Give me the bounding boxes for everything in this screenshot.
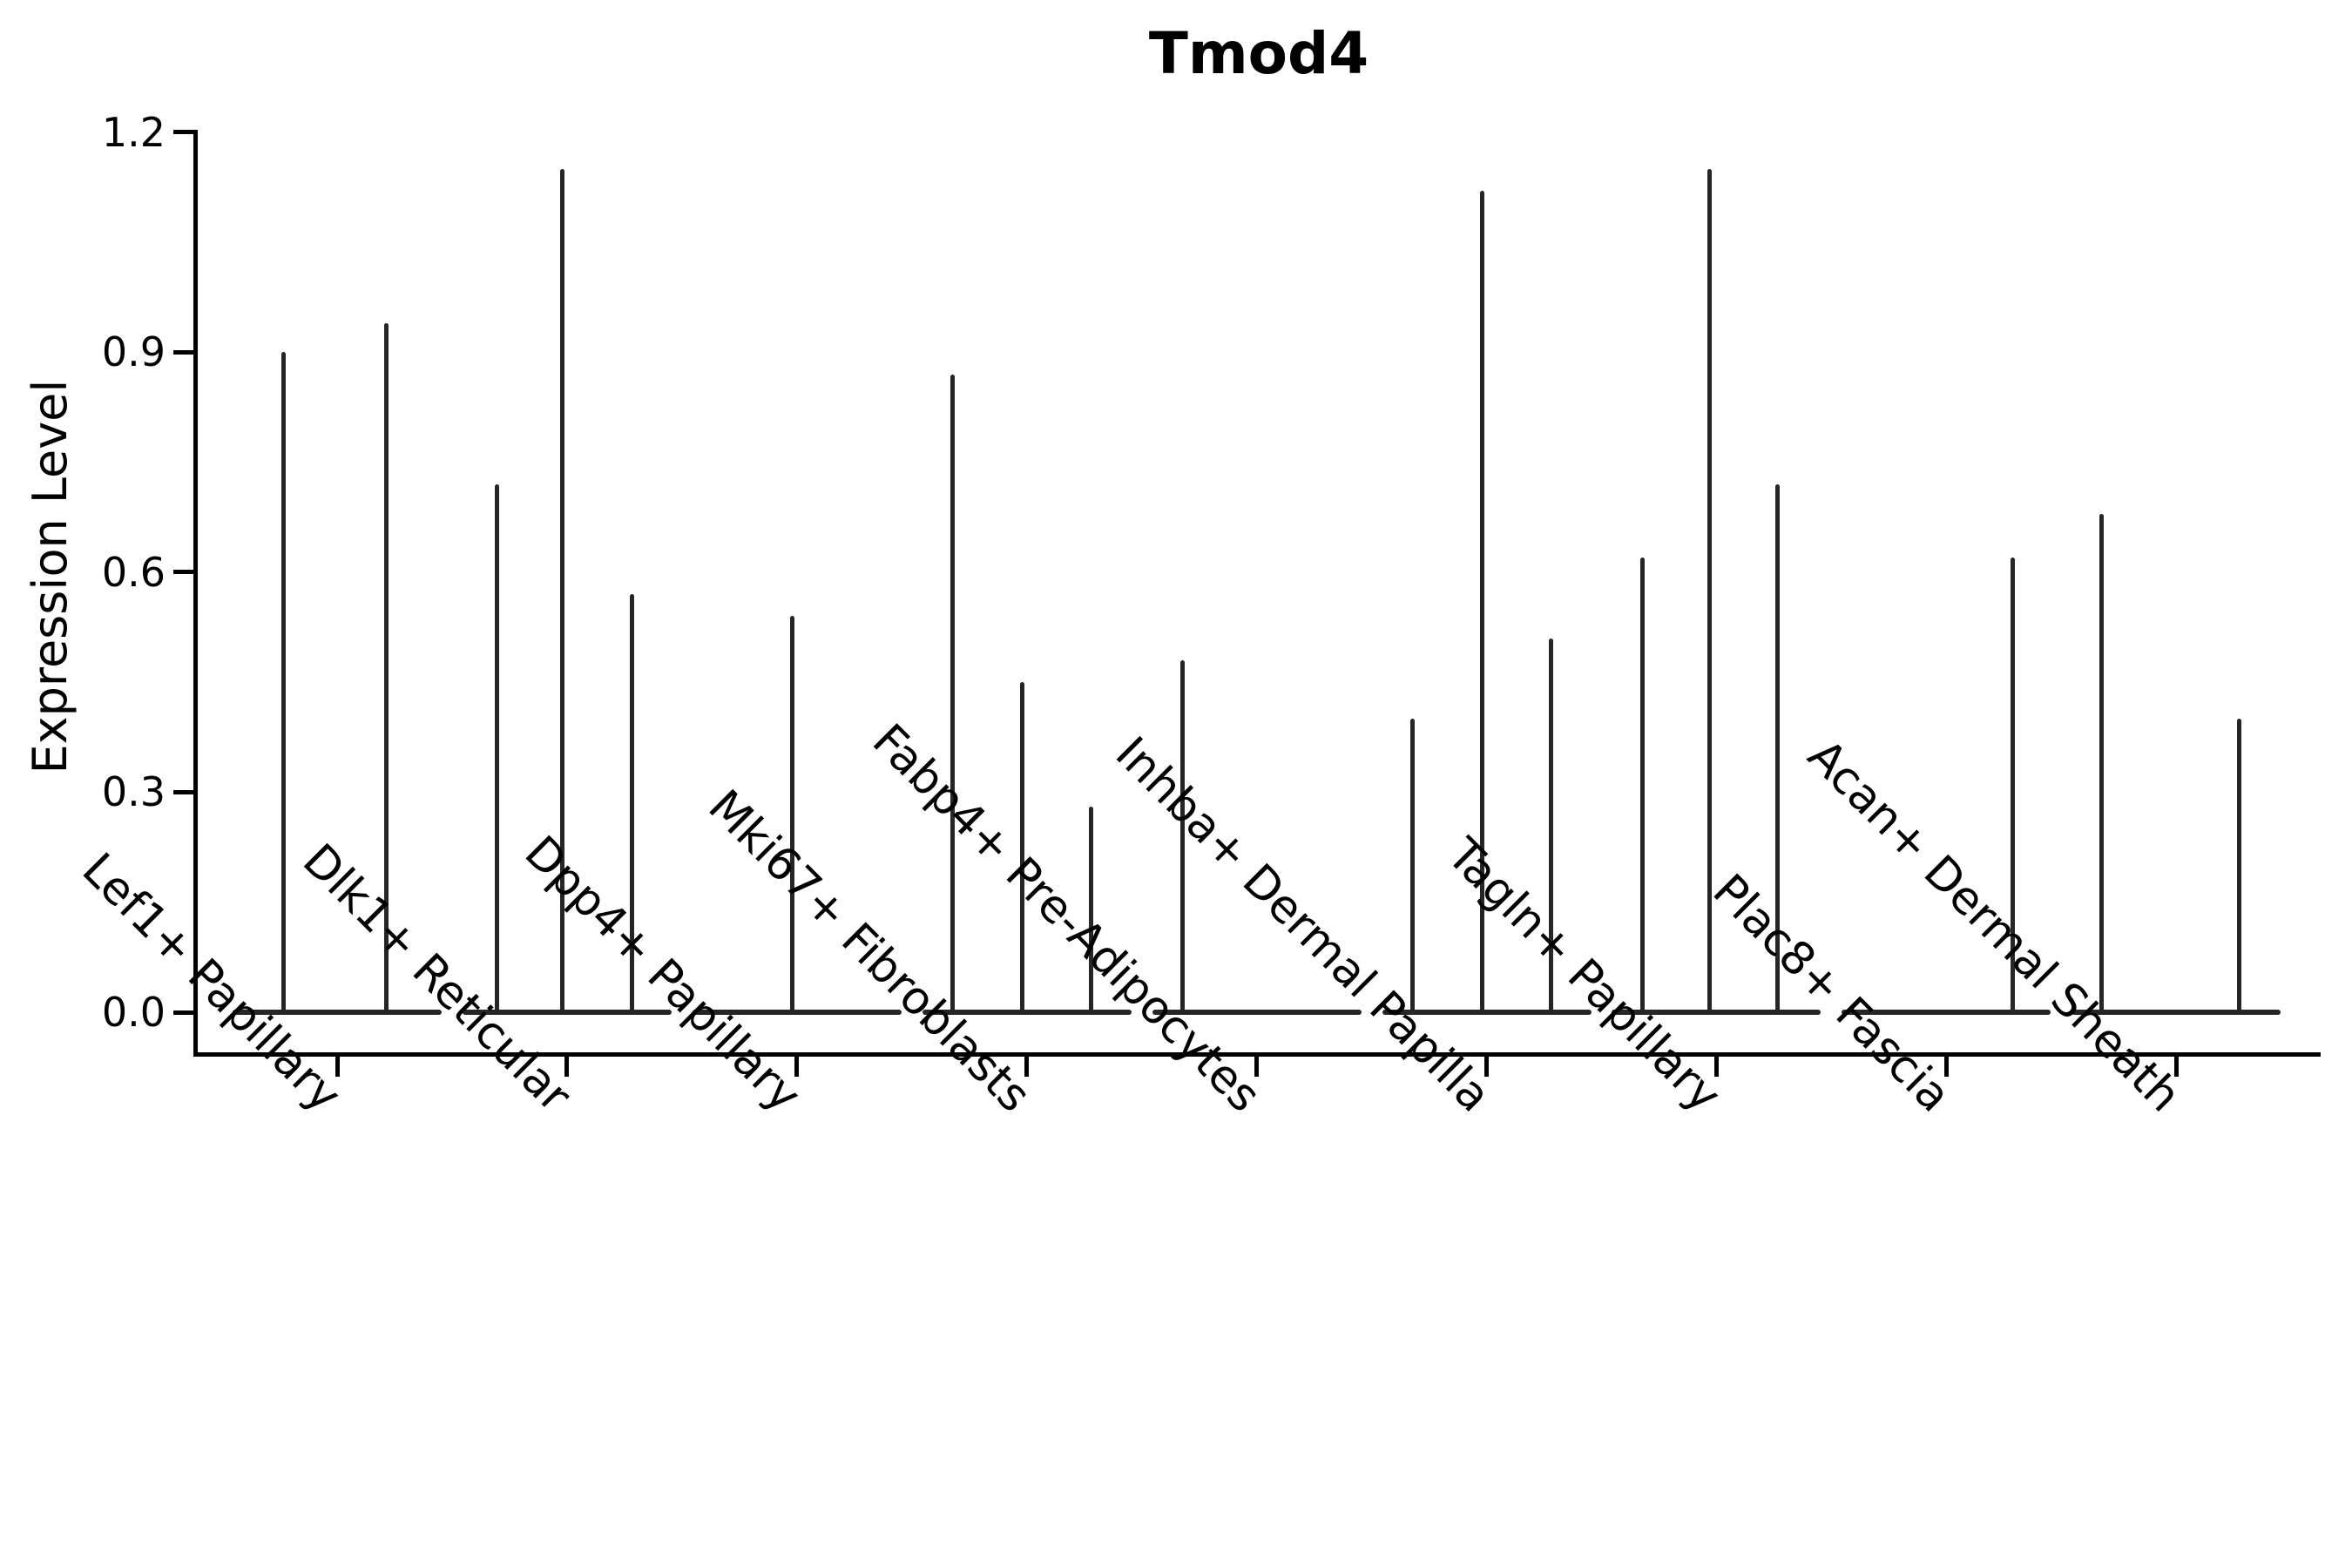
x-tick-mark bbox=[1713, 1054, 1719, 1077]
violin-spike bbox=[1549, 638, 1553, 1012]
y-tick-label: 0.3 bbox=[101, 768, 166, 816]
y-tick-mark bbox=[173, 130, 196, 135]
x-tick-mark bbox=[564, 1054, 570, 1077]
violin-spike bbox=[280, 352, 286, 1012]
x-tick-mark bbox=[1024, 1054, 1030, 1077]
y-tick-mark bbox=[173, 349, 196, 355]
x-tick-label: Acan+ Dermal Sheath bbox=[1797, 729, 2191, 1123]
y-tick-mark bbox=[173, 1010, 196, 1015]
y-tick-label: 0.9 bbox=[101, 328, 166, 376]
y-tick-label: 1.2 bbox=[101, 108, 166, 156]
violin-spike bbox=[2099, 513, 2104, 1012]
y-tick-mark bbox=[173, 570, 196, 575]
x-tick-mark bbox=[2173, 1054, 2179, 1077]
violin-spike bbox=[2010, 558, 2015, 1012]
violin-baseline bbox=[462, 1010, 672, 1015]
violin-spike bbox=[630, 594, 635, 1012]
violin-spike bbox=[2236, 719, 2241, 1012]
violin-spike bbox=[790, 616, 795, 1012]
x-tick-mark bbox=[1484, 1054, 1489, 1077]
x-tick-mark bbox=[1943, 1054, 1949, 1077]
y-axis-line bbox=[193, 130, 198, 1057]
violin-spike bbox=[495, 483, 500, 1012]
violin-baseline bbox=[1382, 1010, 1592, 1015]
violin-baseline bbox=[1612, 1010, 1821, 1015]
chart-title: Tmod4 bbox=[1148, 20, 1369, 87]
x-tick-label: Inhba+ Dermal Papilla bbox=[1105, 727, 1501, 1123]
x-tick-mark bbox=[1254, 1054, 1260, 1077]
x-tick-mark bbox=[335, 1054, 340, 1077]
violin-spike bbox=[1774, 483, 1780, 1012]
violin-spike bbox=[1089, 807, 1094, 1012]
violin-spike bbox=[1639, 558, 1645, 1012]
violin-spike bbox=[1020, 682, 1025, 1012]
violin-spike bbox=[1707, 169, 1712, 1012]
x-tick-label: Plac8+ Fascia bbox=[1702, 864, 1961, 1123]
violin-spike bbox=[1480, 191, 1484, 1012]
x-tick-label: Fabp4+ Pre-Adipocytes bbox=[862, 714, 1271, 1123]
y-tick-label: 0.0 bbox=[101, 989, 166, 1036]
violin-spike bbox=[560, 169, 565, 1012]
x-tick-mark bbox=[794, 1054, 800, 1077]
violin-spike bbox=[383, 322, 389, 1012]
violin-baseline bbox=[1842, 1010, 2051, 1015]
y-tick-label: 0.6 bbox=[101, 548, 166, 596]
violin-baseline bbox=[2072, 1010, 2281, 1015]
violin-spike bbox=[950, 374, 956, 1012]
y-tick-mark bbox=[173, 789, 196, 794]
violin-spike bbox=[1410, 719, 1415, 1012]
violin-baseline bbox=[233, 1010, 442, 1015]
violin-spike bbox=[1180, 659, 1186, 1012]
violin-baseline bbox=[692, 1010, 902, 1015]
violin-baseline bbox=[922, 1010, 1132, 1015]
violin-baseline bbox=[1152, 1010, 1362, 1015]
